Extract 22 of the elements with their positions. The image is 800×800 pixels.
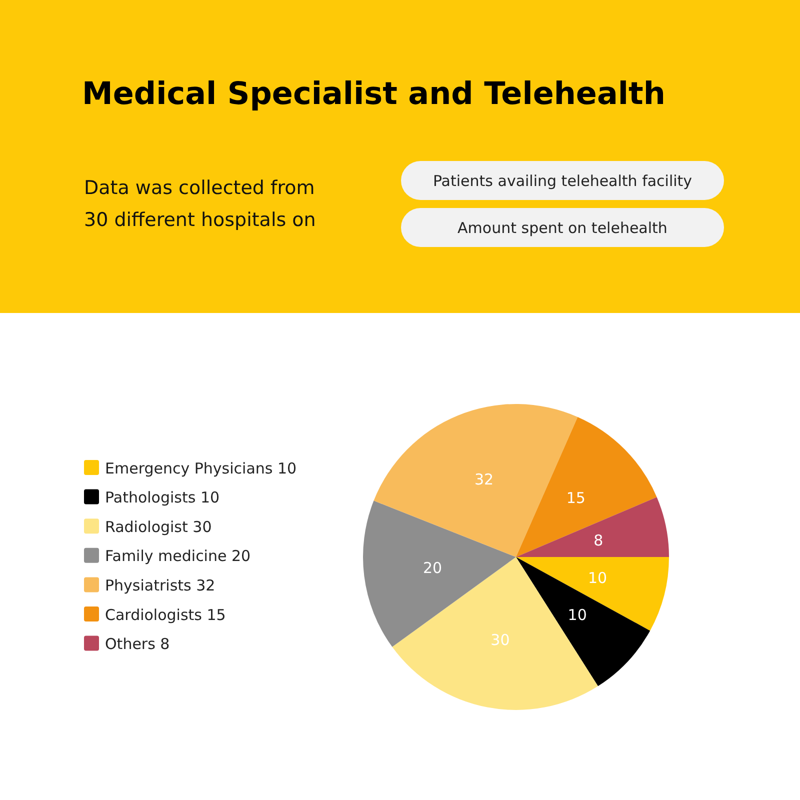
pie-slice (363, 500, 516, 647)
pie-slice (516, 416, 657, 557)
data-label: 15 (566, 489, 586, 508)
data-label: 32 (474, 470, 494, 488)
data-label: 30 (490, 630, 510, 649)
chart-subtitle: Data was collected from 30 different hospitals on (84, 177, 316, 231)
legend-label: Others 8 (105, 635, 170, 654)
legend-label: Family medicine 20 (105, 547, 251, 566)
pie-slice (516, 557, 650, 686)
legend-label: Radiologist 30 (105, 518, 212, 536)
legend-label: Physiatrists 32 (105, 576, 216, 594)
data-label: 20 (422, 558, 442, 577)
legend-label: Emergency Physicians 10 (105, 459, 297, 478)
data-label: 8 (594, 531, 604, 550)
data-label: 10 (588, 569, 608, 588)
button: Amount spent on telehealth (401, 208, 724, 247)
data-label: 10 (568, 606, 587, 624)
legend-label: Cardiologists 15 (105, 606, 226, 624)
pie-slice (516, 557, 669, 631)
button: Patients availing telehealth facility (401, 161, 724, 200)
chart-title: Medical Specialist and Telehealth (82, 76, 666, 112)
legend-label: Pathologists 10 (105, 488, 220, 507)
